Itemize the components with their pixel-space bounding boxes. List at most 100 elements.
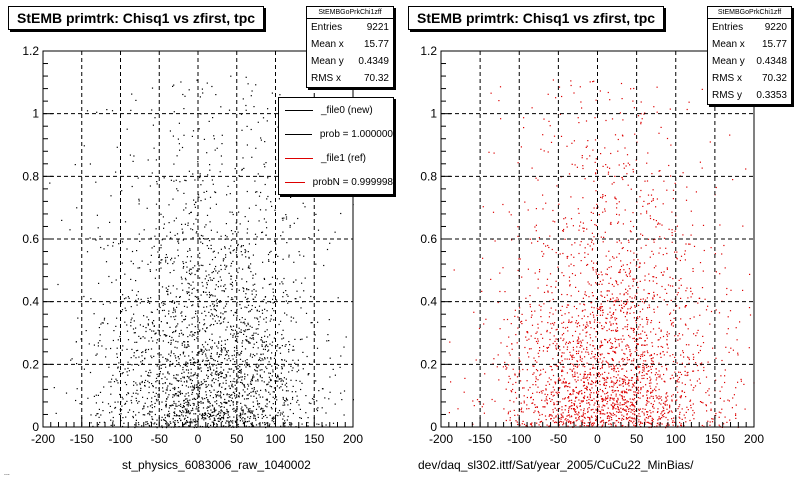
scatter-point [685, 324, 687, 326]
scatter-point [561, 414, 563, 416]
scatter-point [567, 414, 569, 416]
scatter-point [566, 326, 569, 328]
scatter-point [571, 355, 573, 357]
scatter-point [193, 316, 195, 318]
scatter-point [221, 403, 223, 405]
scatter-point [265, 221, 267, 223]
scatter-point [213, 305, 215, 308]
scatter-point [181, 228, 183, 230]
scatter-point [241, 350, 243, 352]
scatter-point [165, 366, 167, 368]
scatter-point [567, 255, 569, 258]
scatter-point [589, 372, 591, 374]
scatter-point [618, 240, 621, 242]
scatter-point [130, 399, 132, 402]
scatter-point [263, 416, 265, 418]
scatter-point [637, 259, 639, 261]
scatter-point [596, 412, 598, 414]
scatter-point [181, 311, 183, 313]
scatter-point [570, 196, 572, 198]
scatter-point [604, 231, 606, 233]
scatter-point [154, 117, 156, 119]
scatter-point [709, 141, 711, 143]
scatter-point [188, 272, 191, 275]
scatter-point [247, 398, 249, 400]
scatter-point [176, 405, 178, 407]
scatter-point [633, 413, 636, 415]
scatter-point [624, 399, 626, 401]
scatter-point [646, 391, 648, 393]
scatter-point [304, 206, 306, 208]
scatter-point [256, 317, 258, 319]
scatter-point [290, 365, 292, 367]
scatter-point [215, 270, 217, 272]
scatter-point [530, 424, 532, 426]
scatter-point [595, 408, 597, 410]
scatter-point [658, 132, 660, 134]
scatter-point [176, 233, 179, 235]
scatter-point [229, 387, 231, 390]
scatter-point [242, 287, 244, 289]
scatter-point [571, 399, 573, 401]
scatter-point [267, 108, 269, 110]
scatter-point [226, 339, 229, 341]
scatter-point [208, 406, 210, 408]
scatter-point [586, 425, 588, 427]
scatter-point [618, 417, 620, 420]
scatter-point [639, 381, 642, 383]
scatter-point [587, 281, 589, 283]
scatter-point [252, 377, 254, 379]
scatter-point [555, 421, 557, 423]
scatter-point [580, 101, 582, 103]
scatter-point [606, 376, 608, 378]
scatter-point [234, 393, 236, 395]
scatter-point [99, 421, 101, 424]
scatter-point [202, 264, 204, 267]
scatter-point [689, 399, 692, 401]
scatter-point [669, 312, 672, 314]
scatter-point [228, 109, 231, 111]
scatter-point [183, 266, 185, 268]
scatter-point [122, 364, 124, 366]
scatter-point [295, 279, 297, 281]
scatter-point [702, 224, 705, 226]
scatter-point [247, 323, 249, 326]
scatter-point [265, 341, 267, 343]
scatter-point [615, 393, 617, 395]
scatter-point [584, 373, 586, 375]
scatter-point [594, 348, 596, 350]
scatter-point [634, 295, 636, 297]
scatter-point [247, 408, 249, 410]
scatter-point [151, 330, 153, 332]
scatter-point [602, 328, 604, 330]
scatter-point [639, 397, 641, 399]
scatter-point [610, 314, 612, 317]
scatter-point [202, 398, 204, 400]
scatter-point [595, 419, 597, 421]
scatter-point [232, 422, 234, 424]
scatter-point [209, 277, 211, 279]
scatter-point [202, 382, 204, 385]
scatter-point [237, 332, 239, 334]
scatter-point [200, 234, 202, 237]
scatter-point [164, 417, 166, 419]
scatter-point [566, 306, 568, 308]
scatter-point [658, 252, 660, 254]
scatter-point [613, 257, 615, 259]
scatter-point [247, 416, 249, 418]
scatter-point [187, 224, 189, 226]
scatter-point [302, 202, 304, 204]
scatter-point [510, 214, 512, 216]
scatter-point [127, 367, 129, 369]
scatter-point [282, 418, 284, 420]
scatter-point [638, 304, 640, 306]
scatter-point [172, 285, 174, 287]
scatter-point [570, 405, 572, 407]
scatter-point [284, 312, 286, 314]
scatter-point [217, 413, 219, 415]
scatter-point [664, 403, 666, 405]
scatter-point [239, 358, 242, 360]
scatter-point [132, 417, 134, 419]
scatter-point [217, 316, 219, 318]
scatter-point [601, 283, 603, 285]
